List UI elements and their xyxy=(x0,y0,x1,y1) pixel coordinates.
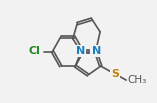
Text: N: N xyxy=(92,46,101,56)
Text: N: N xyxy=(76,46,85,56)
Text: CH₃: CH₃ xyxy=(127,75,147,85)
Text: S: S xyxy=(111,69,119,79)
Text: Cl: Cl xyxy=(29,46,41,57)
